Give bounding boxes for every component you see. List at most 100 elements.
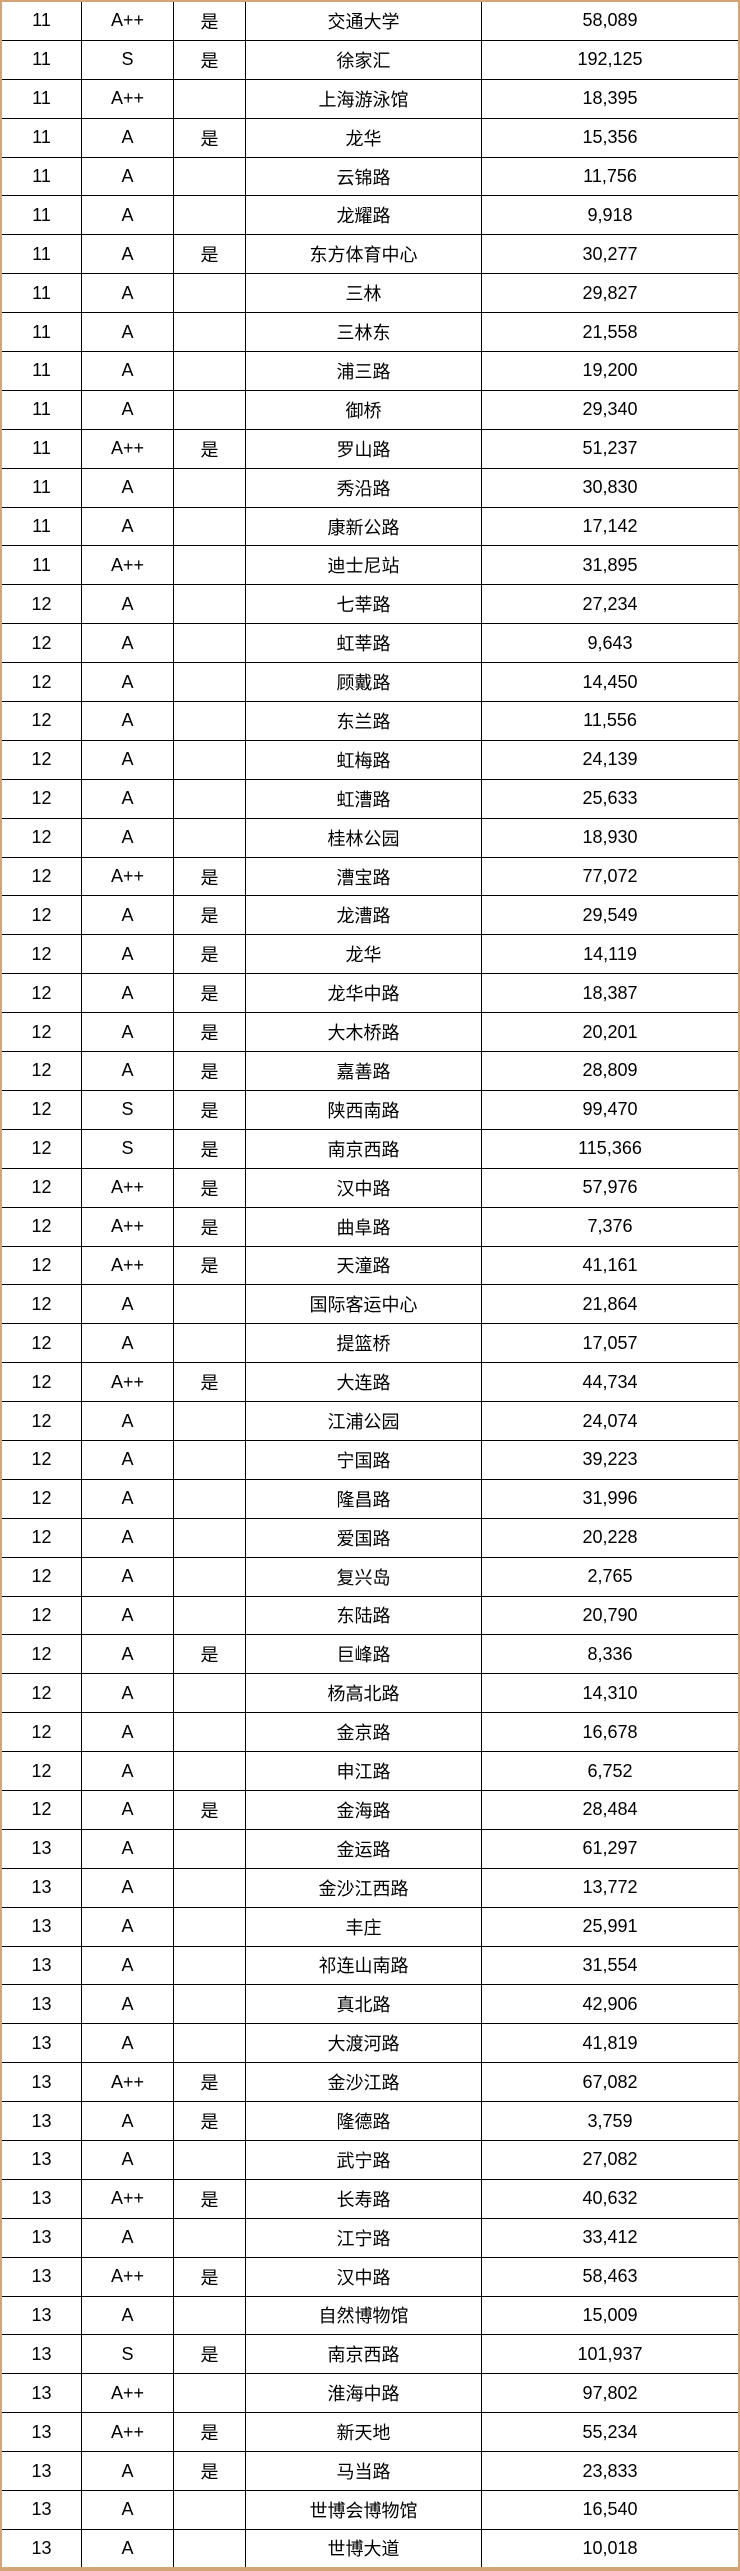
cell-line: 12 xyxy=(2,1752,82,1790)
cell-ridership: 29,549 xyxy=(482,896,738,934)
cell-ridership: 31,895 xyxy=(482,546,738,584)
station-table: 11A++是交通大学58,08911S是徐家汇192,12511A++上海游泳馆… xyxy=(0,0,740,2571)
cell-line: 12 xyxy=(2,974,82,1012)
cell-ridership: 15,009 xyxy=(482,2297,738,2335)
cell-grade: A xyxy=(82,780,174,818)
cell-transfer xyxy=(174,1869,246,1907)
cell-ridership: 39,223 xyxy=(482,1441,738,1479)
cell-ridership: 30,277 xyxy=(482,235,738,273)
cell-grade: A xyxy=(82,1441,174,1479)
table-row: 12A爱国路20,228 xyxy=(2,1519,738,1558)
cell-ridership: 24,139 xyxy=(482,741,738,779)
cell-line: 11 xyxy=(2,41,82,79)
cell-transfer xyxy=(174,819,246,857)
cell-station: 世博会博物馆 xyxy=(246,2491,482,2529)
cell-transfer xyxy=(174,1558,246,1596)
cell-ridership: 20,790 xyxy=(482,1597,738,1635)
table-row: 12A是龙华14,119 xyxy=(2,935,738,974)
cell-station: 淮海中路 xyxy=(246,2374,482,2412)
cell-station: 复兴岛 xyxy=(246,1558,482,1596)
cell-transfer xyxy=(174,1830,246,1868)
cell-transfer xyxy=(174,508,246,546)
table-row: 11A++是交通大学58,089 xyxy=(2,2,738,41)
cell-grade: A xyxy=(82,235,174,273)
cell-line: 13 xyxy=(2,2219,82,2257)
cell-station: 提篮桥 xyxy=(246,1324,482,1362)
cell-line: 12 xyxy=(2,858,82,896)
cell-grade: A xyxy=(82,1480,174,1518)
cell-ridership: 3,759 xyxy=(482,2102,738,2140)
table-row: 11A三林东21,558 xyxy=(2,313,738,352)
cell-transfer xyxy=(174,1597,246,1635)
cell-station: 虹莘路 xyxy=(246,624,482,662)
cell-station: 虹漕路 xyxy=(246,780,482,818)
cell-line: 13 xyxy=(2,2063,82,2101)
cell-ridership: 2,765 xyxy=(482,1558,738,1596)
cell-station: 龙华 xyxy=(246,119,482,157)
cell-grade: A xyxy=(82,1713,174,1751)
cell-transfer: 是 xyxy=(174,2413,246,2451)
cell-transfer: 是 xyxy=(174,2063,246,2101)
cell-line: 11 xyxy=(2,546,82,584)
cell-ridership: 18,395 xyxy=(482,80,738,118)
cell-ridership: 25,991 xyxy=(482,1908,738,1946)
cell-transfer: 是 xyxy=(174,1013,246,1051)
cell-line: 12 xyxy=(2,1674,82,1712)
table-row: 11A御桥29,340 xyxy=(2,391,738,430)
table-row: 13S是南京西路101,937 xyxy=(2,2335,738,2374)
cell-line: 13 xyxy=(2,1908,82,1946)
cell-grade: A xyxy=(82,896,174,934)
cell-line: 12 xyxy=(2,1791,82,1829)
cell-transfer: 是 xyxy=(174,2258,246,2296)
cell-ridership: 29,340 xyxy=(482,391,738,429)
table-row: 12A是嘉善路28,809 xyxy=(2,1052,738,1091)
table-row: 12A++是天潼路41,161 xyxy=(2,1247,738,1286)
cell-transfer xyxy=(174,780,246,818)
cell-ridership: 115,366 xyxy=(482,1130,738,1168)
cell-transfer: 是 xyxy=(174,896,246,934)
cell-grade: A xyxy=(82,1324,174,1362)
cell-station: 杨高北路 xyxy=(246,1674,482,1712)
table-row: 12A东陆路20,790 xyxy=(2,1597,738,1636)
cell-line: 13 xyxy=(2,2374,82,2412)
cell-station: 汉中路 xyxy=(246,2258,482,2296)
cell-station: 七莘路 xyxy=(246,585,482,623)
cell-transfer xyxy=(174,80,246,118)
cell-transfer: 是 xyxy=(174,2452,246,2490)
cell-station: 长寿路 xyxy=(246,2180,482,2218)
cell-line: 12 xyxy=(2,1558,82,1596)
cell-ridership: 28,484 xyxy=(482,1791,738,1829)
cell-line: 11 xyxy=(2,80,82,118)
cell-station: 南京西路 xyxy=(246,2335,482,2373)
cell-station: 桂林公园 xyxy=(246,819,482,857)
cell-station: 龙漕路 xyxy=(246,896,482,934)
table-row: 11A龙耀路9,918 xyxy=(2,196,738,235)
cell-line: 11 xyxy=(2,119,82,157)
table-row: 12A复兴岛2,765 xyxy=(2,1558,738,1597)
cell-ridership: 8,336 xyxy=(482,1635,738,1673)
cell-grade: A++ xyxy=(82,1363,174,1401)
cell-grade: A xyxy=(82,274,174,312)
table-row: 13A武宁路27,082 xyxy=(2,2141,738,2180)
cell-grade: A xyxy=(82,352,174,390)
cell-station: 金京路 xyxy=(246,1713,482,1751)
cell-transfer xyxy=(174,469,246,507)
cell-ridership: 15,356 xyxy=(482,119,738,157)
cell-line: 12 xyxy=(2,1597,82,1635)
cell-grade: A xyxy=(82,2102,174,2140)
cell-ridership: 30,830 xyxy=(482,469,738,507)
cell-grade: A++ xyxy=(82,430,174,468)
cell-line: 11 xyxy=(2,313,82,351)
cell-transfer xyxy=(174,1285,246,1323)
cell-line: 12 xyxy=(2,585,82,623)
table-row: 12A虹漕路25,633 xyxy=(2,780,738,819)
cell-grade: A xyxy=(82,1830,174,1868)
cell-grade: S xyxy=(82,41,174,79)
cell-ridership: 6,752 xyxy=(482,1752,738,1790)
cell-transfer xyxy=(174,2374,246,2412)
cell-ridership: 9,643 xyxy=(482,624,738,662)
cell-station: 徐家汇 xyxy=(246,41,482,79)
cell-station: 三林 xyxy=(246,274,482,312)
table-row: 13A真北路42,906 xyxy=(2,1985,738,2024)
cell-grade: A xyxy=(82,1519,174,1557)
